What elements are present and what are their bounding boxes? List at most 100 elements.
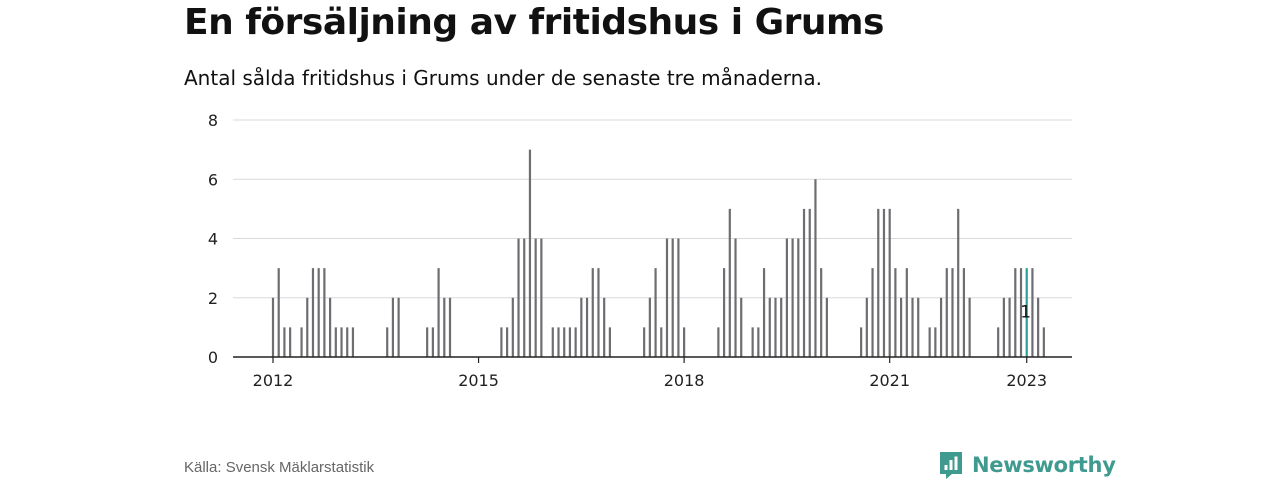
x-tick-label: 2023	[1006, 371, 1047, 390]
bar	[780, 297, 783, 357]
bar	[671, 238, 674, 357]
bar	[608, 327, 611, 357]
bar	[677, 238, 680, 357]
bar	[865, 297, 868, 357]
bar	[283, 327, 286, 357]
bar	[894, 268, 897, 357]
bar	[808, 208, 811, 357]
bar	[591, 268, 594, 357]
y-tick-label: 0	[208, 348, 218, 367]
bar	[997, 327, 1000, 357]
bar	[306, 297, 309, 357]
bar	[311, 268, 315, 357]
bar-chart: 0 2 4 6 8 2012 2015 2018 2021 2023 1	[208, 111, 1072, 390]
bar	[523, 238, 526, 357]
x-tick-label: 2012	[253, 371, 294, 390]
bar	[597, 268, 600, 357]
chart-card: En försäljning av fritidshus i Grums Ant…	[184, 0, 1116, 480]
bar	[1042, 327, 1045, 357]
bar	[751, 327, 754, 357]
bar	[431, 327, 434, 357]
bar	[728, 208, 731, 357]
bar	[877, 208, 880, 357]
bar	[951, 268, 954, 357]
bar	[1014, 268, 1017, 357]
bar	[648, 297, 651, 357]
x-tick-label: 2015	[458, 371, 499, 390]
newsworthy-logo-icon	[940, 452, 962, 479]
bar	[722, 268, 726, 357]
y-tick-label: 6	[208, 170, 218, 189]
bar-highlight	[1025, 268, 1028, 357]
bar	[1037, 297, 1040, 357]
bar	[968, 297, 971, 357]
bar	[888, 208, 891, 357]
bar	[300, 327, 303, 357]
bar	[768, 297, 771, 357]
bar	[551, 327, 554, 357]
bar	[643, 327, 646, 357]
bar	[945, 268, 948, 357]
chart-subtitle: Antal sålda fritidshus i Grums under de …	[184, 66, 822, 90]
bar	[277, 268, 280, 357]
bar	[762, 268, 766, 357]
bar	[717, 327, 720, 357]
bar	[665, 238, 669, 357]
bars	[271, 149, 1045, 357]
bar	[820, 268, 823, 357]
bar	[568, 327, 572, 357]
bar	[437, 268, 440, 357]
bar	[774, 297, 777, 357]
bar	[528, 149, 532, 357]
bar	[511, 297, 514, 357]
bar	[391, 297, 395, 357]
bar	[329, 297, 332, 357]
bar	[814, 179, 817, 357]
bar	[580, 297, 583, 357]
bar	[882, 208, 886, 357]
bar	[911, 297, 914, 357]
y-tick-label: 8	[208, 111, 218, 130]
bar	[740, 297, 743, 357]
bar	[962, 268, 966, 357]
bar	[917, 297, 920, 357]
bar	[334, 327, 337, 357]
y-tick-label: 2	[208, 289, 218, 308]
bar	[660, 327, 663, 357]
bar	[900, 297, 903, 357]
y-axis-ticks: 0 2 4 6 8	[208, 111, 218, 367]
y-gridlines	[233, 119, 1072, 299]
x-tick-label: 2021	[869, 371, 910, 390]
x-tick-label: 2018	[664, 371, 705, 390]
bar	[797, 238, 800, 357]
bar	[271, 297, 275, 357]
brand: Newsworthy	[938, 449, 1116, 481]
bar	[289, 327, 292, 357]
bar	[802, 208, 806, 357]
bar	[340, 327, 343, 357]
bar	[860, 327, 863, 357]
bar	[934, 327, 937, 357]
bar	[448, 297, 452, 357]
bar	[654, 268, 657, 357]
bar	[517, 238, 520, 357]
highlight-value-label: 1	[1020, 302, 1031, 322]
bar	[734, 238, 737, 357]
bar	[534, 238, 537, 357]
chart-title: En försäljning av fritidshus i Grums	[184, 2, 884, 43]
bar	[785, 238, 788, 357]
bar	[386, 327, 389, 357]
bar	[426, 327, 429, 357]
bar	[351, 327, 355, 357]
bar	[871, 268, 874, 357]
bar	[346, 327, 349, 357]
bar	[757, 327, 760, 357]
brand-name: Newsworthy	[972, 453, 1116, 477]
bar	[603, 297, 606, 357]
bar	[825, 297, 828, 357]
bar	[683, 327, 686, 357]
bar	[1019, 268, 1023, 357]
bar	[939, 297, 943, 357]
bar	[928, 327, 931, 357]
bar	[791, 238, 794, 357]
